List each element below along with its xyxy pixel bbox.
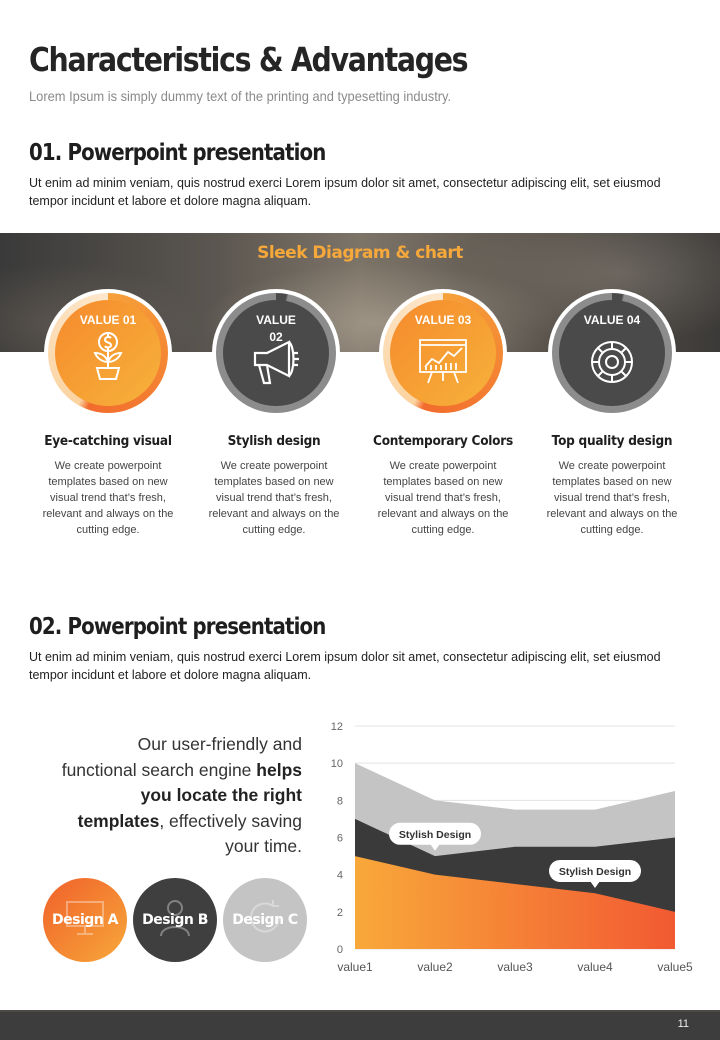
- design-c-label: Design C: [232, 912, 298, 928]
- page-subtitle: Lorem Ipsum is simply dummy text of the …: [29, 88, 452, 104]
- y-tick-label: 2: [337, 907, 343, 919]
- design-c-button[interactable]: Design C: [223, 878, 307, 962]
- y-tick-label: 4: [337, 870, 343, 882]
- feature-desc-2: We create powerpoint templates based on …: [208, 460, 340, 536]
- page-title: Characteristics & Advantages: [29, 40, 469, 79]
- value-04-circle: VALUE 04: [548, 289, 676, 417]
- value-01-circle: VALUE 01: [44, 289, 172, 417]
- design-a-button[interactable]: Design A: [43, 878, 127, 962]
- x-tick-label: value3: [497, 960, 533, 974]
- y-tick-label: 10: [331, 758, 343, 770]
- feature-desc-4: We create powerpoint templates based on …: [546, 460, 678, 536]
- x-tick-label: value1: [337, 960, 373, 974]
- presentation-board-icon: [419, 339, 467, 384]
- x-tick-label: value5: [657, 960, 693, 974]
- feature-title-1: Eye-catching visual: [44, 433, 172, 449]
- feature-desc-3: We create powerpoint templates based on …: [377, 460, 509, 536]
- lead-paragraph: Our user-friendly and functional search …: [61, 734, 302, 856]
- feature-title-4: Top quality design: [551, 433, 673, 449]
- area-series-3: [355, 856, 675, 949]
- callout-label: Stylish Design: [559, 866, 631, 878]
- page-number: 11: [677, 1018, 689, 1030]
- person-icon: [160, 900, 190, 937]
- y-tick-label: 12: [331, 721, 343, 733]
- y-tick-label: 8: [337, 795, 343, 807]
- feature-title-3: Contemporary Colors: [373, 433, 513, 449]
- callout-label: Stylish Design: [399, 829, 471, 841]
- feature-title-2: Stylish design: [227, 433, 321, 449]
- design-b-button[interactable]: Design B: [133, 878, 217, 962]
- x-tick-label: value2: [417, 960, 453, 974]
- value-02-circle: VALUE 02: [212, 289, 340, 417]
- y-tick-label: 6: [337, 833, 343, 845]
- x-tick-label: value4: [577, 960, 613, 974]
- gear-icon: [591, 341, 633, 383]
- money-plant-icon: [93, 332, 123, 380]
- refresh-icon: [250, 900, 280, 933]
- value-03-label: VALUE 03: [414, 313, 472, 327]
- area-chart: 0 2 4 6 8 10 12 value1 value2 value3 value4 value5…: [331, 721, 693, 974]
- section-2-body: Ut enim ad minim veniam, quis nostrud ex…: [29, 650, 661, 682]
- value-03-circle: VALUE 03: [379, 289, 507, 417]
- design-a-label: Design A: [52, 912, 118, 928]
- section-2-title: 02. Powerpoint presentation: [29, 614, 326, 640]
- footer-bar: [0, 1010, 720, 1040]
- section-1-body: Ut enim ad minim veniam, quis nostrud ex…: [29, 176, 661, 208]
- chart-callout: Stylish Design: [389, 822, 481, 851]
- feature-desc-1: We create powerpoint templates based on …: [42, 460, 174, 536]
- value-01-label: VALUE 01: [79, 313, 137, 327]
- design-b-label: Design B: [142, 912, 208, 928]
- value-04-label: VALUE 04: [583, 313, 641, 327]
- value-02-label: VALUE 02: [256, 313, 296, 344]
- chart-callout: Stylish Design: [549, 859, 641, 888]
- presentation-icon: [66, 901, 104, 935]
- banner-title: Sleek Diagram & chart: [257, 243, 463, 263]
- section-1-title: 01. Powerpoint presentation: [29, 140, 326, 166]
- y-tick-label: 0: [337, 944, 343, 956]
- megaphone-icon: [253, 340, 299, 385]
